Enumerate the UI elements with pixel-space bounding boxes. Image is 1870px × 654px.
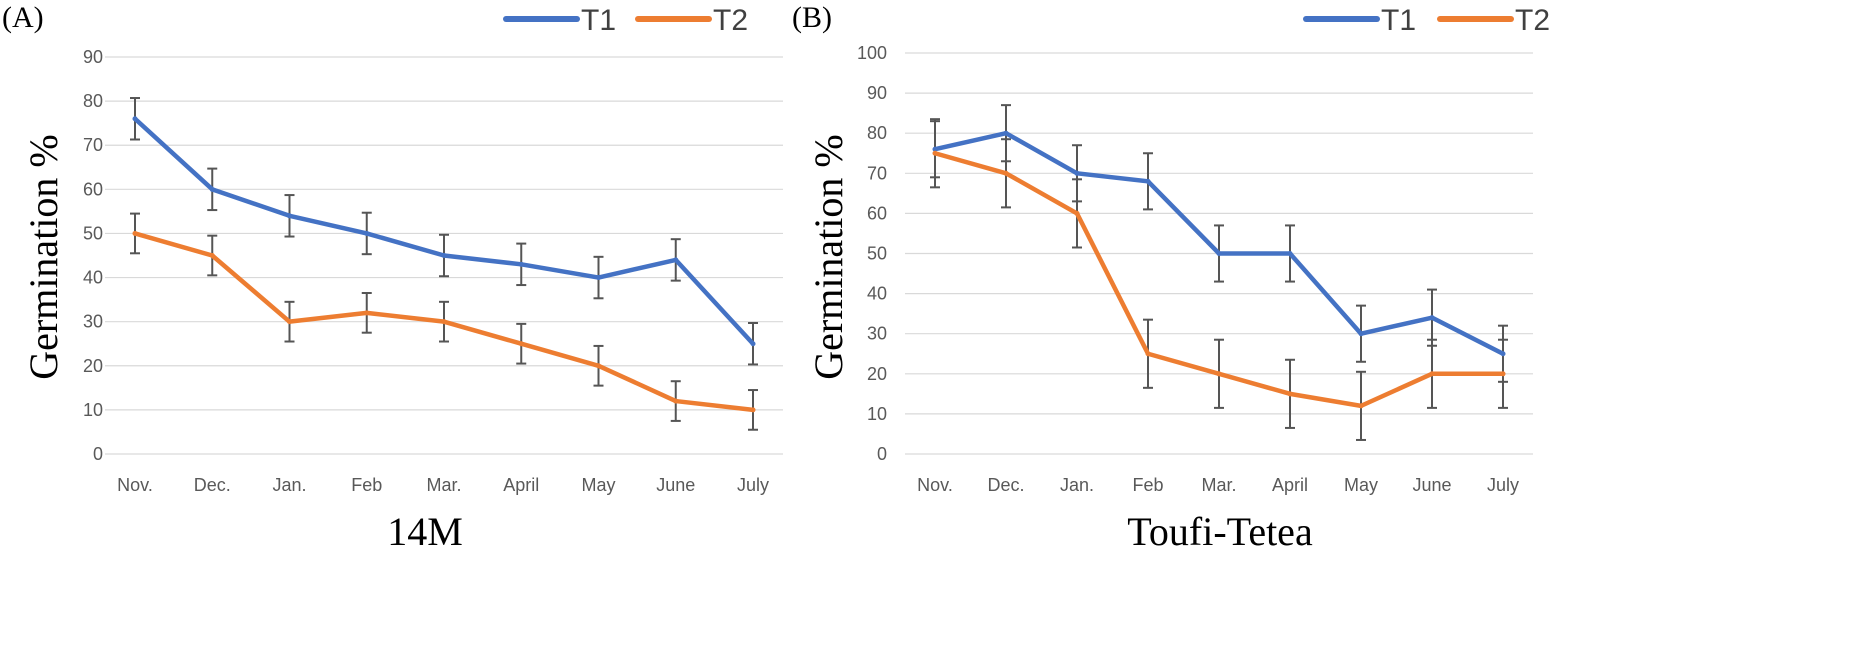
data-point [209,186,215,192]
y-tick-label: 40 [867,284,887,304]
x-tick-label: Nov. [117,475,153,495]
data-point [1358,331,1364,337]
data-point [132,116,138,122]
y-tick-label: 50 [867,244,887,264]
data-point [1429,315,1435,321]
y-tick-label: 10 [83,400,103,420]
x-tick-label: Dec. [194,475,231,495]
data-point [1500,351,1506,357]
y-tick-label: 10 [867,404,887,424]
x-tick-label: Nov. [917,475,953,495]
legend-label: T1 [1381,4,1416,37]
y-tick-label: 70 [83,135,103,155]
data-point [1074,170,1080,176]
legend-label: T2 [1515,4,1550,37]
data-point [1074,210,1080,216]
y-tick-label: 40 [83,268,103,288]
y-tick-label: 30 [867,324,887,344]
data-point [518,341,524,347]
x-tick-label: Dec. [987,475,1024,495]
data-point [441,253,447,258]
x-tick-label: Mar. [1201,475,1236,495]
x-tick-label: May [581,475,615,495]
x-tick-label: Feb [1132,475,1163,495]
data-point [1287,251,1293,256]
y-tick-label: 60 [867,203,887,223]
data-point [1500,371,1506,377]
data-point [596,275,601,281]
data-point [932,146,938,152]
data-point [132,230,138,236]
data-point [1216,371,1222,377]
data-point [287,213,292,219]
data-point [441,319,447,325]
data-point [673,398,679,404]
x-tick-label: Feb [351,475,382,495]
data-point [1287,391,1293,397]
data-point [932,150,938,156]
x-tick-label: July [1487,475,1519,495]
y-tick-label: 80 [83,91,103,111]
data-point [1003,130,1009,136]
y-tick-label: 20 [83,356,103,376]
x-tick-label: Jan. [1060,475,1094,495]
chart-panel-a: (A) 0 10 20 30 40 50 60 70 80 90 Nov. Dec. Jan. Feb Mar… [2,1,783,554]
legend-entry-t2: T2 [1437,4,1550,37]
x-tick-label: June [1412,475,1451,495]
x-tick-label: Jan. [272,475,306,495]
x-axis-title: 14M [387,509,463,554]
legend-label: T2 [713,4,748,37]
x-tick-label: June [656,475,695,495]
data-point [1145,351,1151,357]
legend-entry-t2: T2 [635,4,748,37]
y-tick-label: 80 [867,123,887,143]
data-point [1145,178,1151,184]
data-point [596,363,601,369]
x-tick-label: April [503,475,539,495]
data-point [518,261,524,267]
legend-label: T1 [581,4,616,37]
y-tick-label: 60 [83,179,103,199]
y-tick-label: 0 [877,444,887,464]
x-tick-label: May [1344,475,1378,495]
x-tick-label: April [1272,475,1308,495]
panel-label: (B) [792,1,832,34]
y-tick-label: 90 [867,83,887,103]
y-tick-label: 30 [83,312,103,332]
data-point [1216,251,1222,256]
data-point [1358,403,1364,409]
data-point [1429,371,1435,377]
legend-entry-t1: T1 [1303,4,1416,37]
data-point [364,310,370,316]
data-point [209,253,215,258]
data-point [287,319,292,325]
x-tick-label: July [737,475,769,495]
data-point [750,407,756,413]
y-tick-label: 100 [857,43,887,63]
y-axis-title: Germination % [806,134,851,380]
panel-label: (A) [2,1,44,34]
y-tick-label: 20 [867,364,887,384]
y-tick-label: 50 [83,223,103,243]
data-point [1003,170,1009,176]
chart-panel-b: (B) 0 10 20 30 40 50 60 70 80 90 100 Nov. Dec. Jan. Feb… [792,1,1550,554]
data-point [364,230,370,236]
data-point [750,341,756,347]
y-tick-label: 0 [93,444,103,464]
x-axis-title: Toufi-Tetea [1127,509,1313,554]
y-tick-label: 90 [83,47,103,67]
x-tick-label: Mar. [426,475,461,495]
y-tick-label: 70 [867,163,887,183]
y-axis-title: Germination % [21,134,66,380]
legend-entry-t1: T1 [503,4,616,37]
data-point [673,257,679,263]
